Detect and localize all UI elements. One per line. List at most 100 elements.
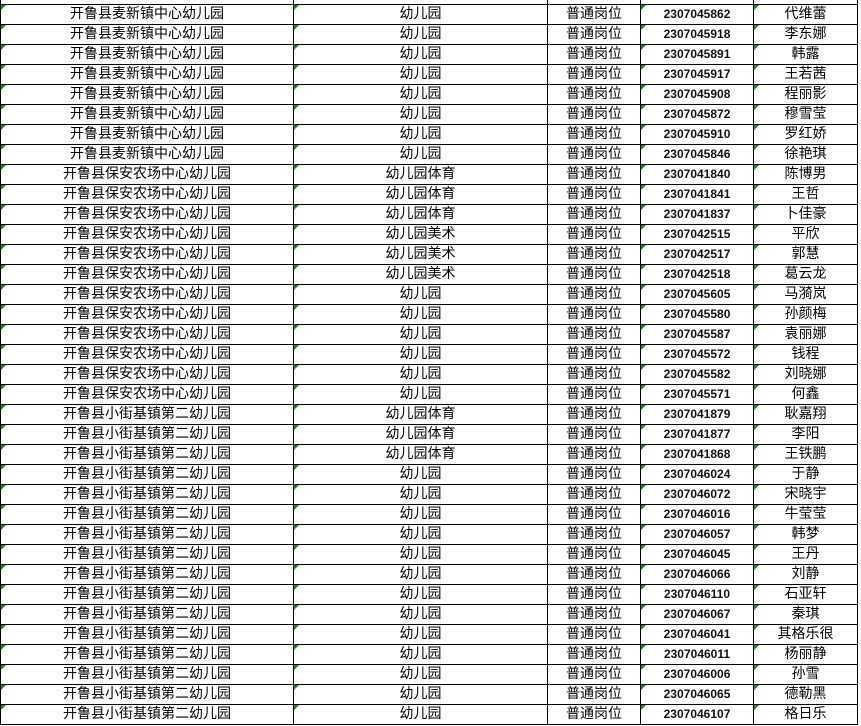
cell-name[interactable]: 王丹 — [753, 544, 858, 565]
cell-post-type[interactable]: 普通岗位 — [547, 264, 641, 285]
cell-school[interactable]: 开鲁县小街基镇第二幼儿园 — [0, 424, 294, 445]
cell-subject[interactable]: 幼儿园 — [293, 704, 548, 725]
cell-school[interactable]: 开鲁县小街基镇第二幼儿园 — [0, 484, 294, 505]
cell-school[interactable]: 开鲁县小街基镇第二幼儿园 — [0, 524, 294, 545]
cell-post-type[interactable]: 普通岗位 — [547, 284, 641, 305]
cell-subject[interactable]: 幼儿园 — [293, 604, 548, 625]
cell-school[interactable]: 开鲁县小街基镇第二幼儿园 — [0, 684, 294, 705]
cell-subject[interactable]: 幼儿园 — [293, 284, 548, 305]
cell-school[interactable]: 开鲁县保安农场中心幼儿园 — [0, 284, 294, 305]
cell-school[interactable]: 开鲁县保安农场中心幼儿园 — [0, 324, 294, 345]
cell-name[interactable]: 徐艳琪 — [753, 144, 858, 165]
cell-exam-id[interactable]: 2307041868 — [640, 444, 754, 465]
cell-exam-id[interactable]: 2307046072 — [640, 484, 754, 505]
cell-subject[interactable]: 幼儿园 — [293, 644, 548, 665]
cell-school[interactable]: 开鲁县小街基镇第二幼儿园 — [0, 624, 294, 645]
cell-name[interactable]: 何鑫 — [753, 384, 858, 405]
cell-subject[interactable]: 幼儿园 — [293, 384, 548, 405]
cell-exam-id[interactable]: 2307045910 — [640, 124, 754, 145]
cell-exam-id[interactable]: 2307042518 — [640, 264, 754, 285]
cell-subject[interactable]: 幼儿园 — [293, 44, 548, 65]
cell-exam-id[interactable]: 2307046107 — [640, 704, 754, 725]
cell-exam-id[interactable]: 2307045582 — [640, 364, 754, 385]
cell-post-type[interactable]: 普通岗位 — [547, 304, 641, 325]
cell-post-type[interactable]: 普通岗位 — [547, 624, 641, 645]
cell-name[interactable]: 牛莹莹 — [753, 504, 858, 525]
cell-school[interactable]: 开鲁县麦新镇中心幼儿园 — [0, 124, 294, 145]
cell-school[interactable]: 开鲁县小街基镇第二幼儿园 — [0, 604, 294, 625]
cell-exam-id[interactable]: 2307046110 — [640, 584, 754, 605]
cell-exam-id[interactable]: 2307045862 — [640, 4, 754, 25]
cell-school[interactable]: 开鲁县保安农场中心幼儿园 — [0, 384, 294, 405]
cell-post-type[interactable]: 普通岗位 — [547, 684, 641, 705]
cell-subject[interactable]: 幼儿园 — [293, 464, 548, 485]
cell-exam-id[interactable]: 2307045891 — [640, 44, 754, 65]
cell-exam-id[interactable]: 2307045872 — [640, 104, 754, 125]
cell-name[interactable]: 郭慧 — [753, 244, 858, 265]
cell-name[interactable]: 韩梦 — [753, 524, 858, 545]
cell-subject[interactable]: 幼儿园 — [293, 524, 548, 545]
cell-exam-id[interactable]: 2307046066 — [640, 564, 754, 585]
cell-name[interactable]: 孙颜梅 — [753, 304, 858, 325]
cell-subject[interactable]: 幼儿园 — [293, 584, 548, 605]
cell-post-type[interactable]: 普通岗位 — [547, 444, 641, 465]
cell-exam-id[interactable]: 2307041840 — [640, 164, 754, 185]
cell-post-type[interactable]: 普通岗位 — [547, 644, 641, 665]
cell-exam-id[interactable]: 2307041837 — [640, 204, 754, 225]
cell-subject[interactable]: 幼儿园 — [293, 124, 548, 145]
cell-subject[interactable]: 幼儿园 — [293, 624, 548, 645]
cell-post-type[interactable]: 普通岗位 — [547, 564, 641, 585]
cell-post-type[interactable]: 普通岗位 — [547, 84, 641, 105]
cell-post-type[interactable]: 普通岗位 — [547, 544, 641, 565]
cell-name[interactable]: 穆雪莹 — [753, 104, 858, 125]
cell-exam-id[interactable]: 2307046057 — [640, 524, 754, 545]
cell-school[interactable]: 开鲁县小街基镇第二幼儿园 — [0, 504, 294, 525]
cell-school[interactable]: 开鲁县小街基镇第二幼儿园 — [0, 564, 294, 585]
cell-subject[interactable]: 幼儿园 — [293, 684, 548, 705]
cell-name[interactable]: 程丽影 — [753, 84, 858, 105]
cell-school[interactable]: 开鲁县小街基镇第二幼儿园 — [0, 584, 294, 605]
cell-exam-id[interactable]: 2307041841 — [640, 184, 754, 205]
cell-subject[interactable]: 幼儿园 — [293, 564, 548, 585]
cell-school[interactable]: 开鲁县麦新镇中心幼儿园 — [0, 64, 294, 85]
cell-school[interactable]: 开鲁县小街基镇第二幼儿园 — [0, 664, 294, 685]
cell-name[interactable]: 李东娜 — [753, 24, 858, 45]
cell-school[interactable]: 开鲁县小街基镇第二幼儿园 — [0, 404, 294, 425]
cell-name[interactable]: 宋晓宇 — [753, 484, 858, 505]
cell-school[interactable]: 开鲁县麦新镇中心幼儿园 — [0, 24, 294, 45]
cell-name[interactable]: 杨丽静 — [753, 644, 858, 665]
cell-subject[interactable]: 幼儿园 — [293, 4, 548, 25]
cell-subject[interactable]: 幼儿园 — [293, 64, 548, 85]
cell-exam-id[interactable]: 2307045572 — [640, 344, 754, 365]
cell-name[interactable]: 袁丽娜 — [753, 324, 858, 345]
cell-school[interactable]: 开鲁县保安农场中心幼儿园 — [0, 304, 294, 325]
cell-school[interactable]: 开鲁县麦新镇中心幼儿园 — [0, 84, 294, 105]
cell-post-type[interactable]: 普通岗位 — [547, 344, 641, 365]
cell-name[interactable]: 罗红娇 — [753, 124, 858, 145]
cell-subject[interactable]: 幼儿园 — [293, 144, 548, 165]
cell-exam-id[interactable]: 2307046006 — [640, 664, 754, 685]
cell-post-type[interactable]: 普通岗位 — [547, 64, 641, 85]
cell-name[interactable]: 刘晓娜 — [753, 364, 858, 385]
cell-name[interactable]: 王哲 — [753, 184, 858, 205]
cell-post-type[interactable]: 普通岗位 — [547, 244, 641, 265]
cell-name[interactable]: 陈博男 — [753, 164, 858, 185]
cell-exam-id[interactable]: 2307045580 — [640, 304, 754, 325]
cell-post-type[interactable]: 普通岗位 — [547, 384, 641, 405]
cell-name[interactable]: 李阳 — [753, 424, 858, 445]
cell-subject[interactable]: 幼儿园 — [293, 304, 548, 325]
cell-post-type[interactable]: 普通岗位 — [547, 184, 641, 205]
cell-school[interactable]: 开鲁县麦新镇中心幼儿园 — [0, 104, 294, 125]
cell-subject[interactable]: 幼儿园 — [293, 104, 548, 125]
cell-subject[interactable]: 幼儿园体育 — [293, 444, 548, 465]
cell-post-type[interactable]: 普通岗位 — [547, 124, 641, 145]
cell-exam-id[interactable]: 2307045908 — [640, 84, 754, 105]
cell-school[interactable]: 开鲁县保安农场中心幼儿园 — [0, 164, 294, 185]
cell-name[interactable]: 石亚轩 — [753, 584, 858, 605]
cell-subject[interactable]: 幼儿园体育 — [293, 424, 548, 445]
cell-name[interactable]: 王若茜 — [753, 64, 858, 85]
cell-exam-id[interactable]: 2307045846 — [640, 144, 754, 165]
cell-subject[interactable]: 幼儿园 — [293, 24, 548, 45]
cell-name[interactable]: 格日乐 — [753, 704, 858, 725]
cell-subject[interactable]: 幼儿园体育 — [293, 404, 548, 425]
